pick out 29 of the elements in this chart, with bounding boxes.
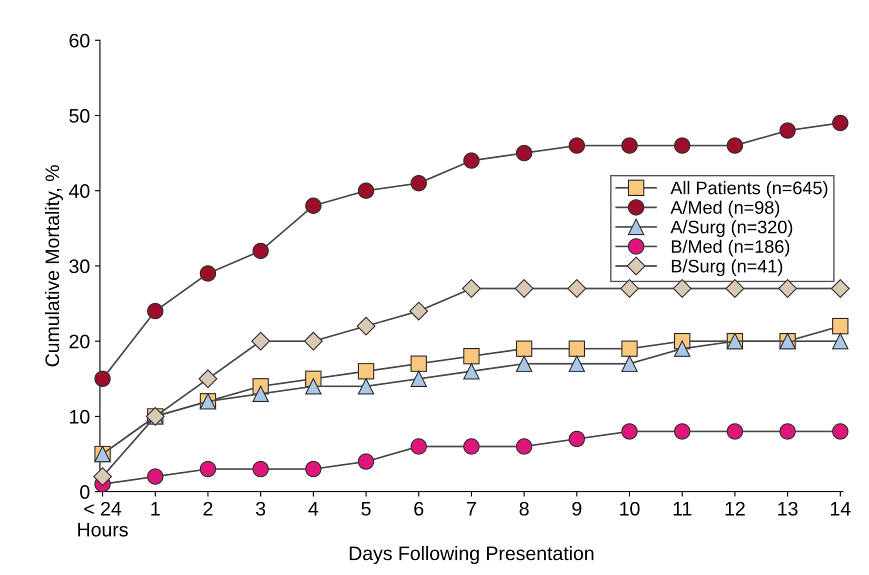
x-tick-label: 8 — [520, 502, 529, 516]
x-tick-label: < 24 Hours — [78, 502, 128, 537]
y-tick-label: 30 — [69, 259, 90, 274]
x-tick-label: 4 — [308, 502, 318, 516]
y-tick-label: 20 — [70, 334, 90, 348]
x-tick-label: 14 — [830, 502, 851, 516]
x-tick-label: 6 — [414, 502, 424, 516]
y-tick-label: 50 — [69, 108, 90, 123]
x-tick-label: 9 — [572, 502, 582, 516]
y-tick-label: 10 — [70, 410, 90, 424]
y-tick-label: 0 — [80, 485, 90, 499]
y-tick-label: 40 — [69, 184, 90, 198]
x-tick-label: 1 — [151, 502, 160, 516]
x-tick-label: 11 — [674, 502, 692, 516]
x-tick-label: 5 — [361, 502, 371, 516]
legend-label: A/Surg (n=320) — [670, 220, 792, 237]
legend-label: All Patients (n=645) — [670, 181, 828, 198]
x-tick-label: 3 — [256, 502, 266, 516]
legend-label: B/Surg (n=41) — [672, 259, 782, 276]
y-axis-title: Cumulative Mortality, % — [44, 165, 64, 366]
x-tick-label: 7 — [467, 502, 476, 516]
x-tick-label: 13 — [778, 502, 798, 516]
legend-label: B/Med (n=186) — [672, 240, 790, 257]
y-tick-label: 60 — [70, 34, 90, 48]
legend-label: A/Med (n=98) — [670, 200, 780, 218]
x-tick-label: 12 — [726, 502, 745, 516]
x-tick-label: 10 — [620, 502, 640, 516]
x-tick-label: 2 — [204, 502, 212, 516]
x-axis-title: Days Following Presentation — [350, 546, 594, 564]
